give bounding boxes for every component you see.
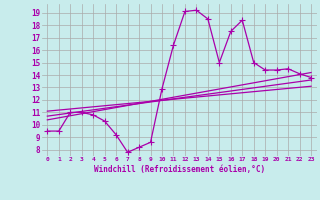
X-axis label: Windchill (Refroidissement éolien,°C): Windchill (Refroidissement éolien,°C) — [94, 165, 265, 174]
